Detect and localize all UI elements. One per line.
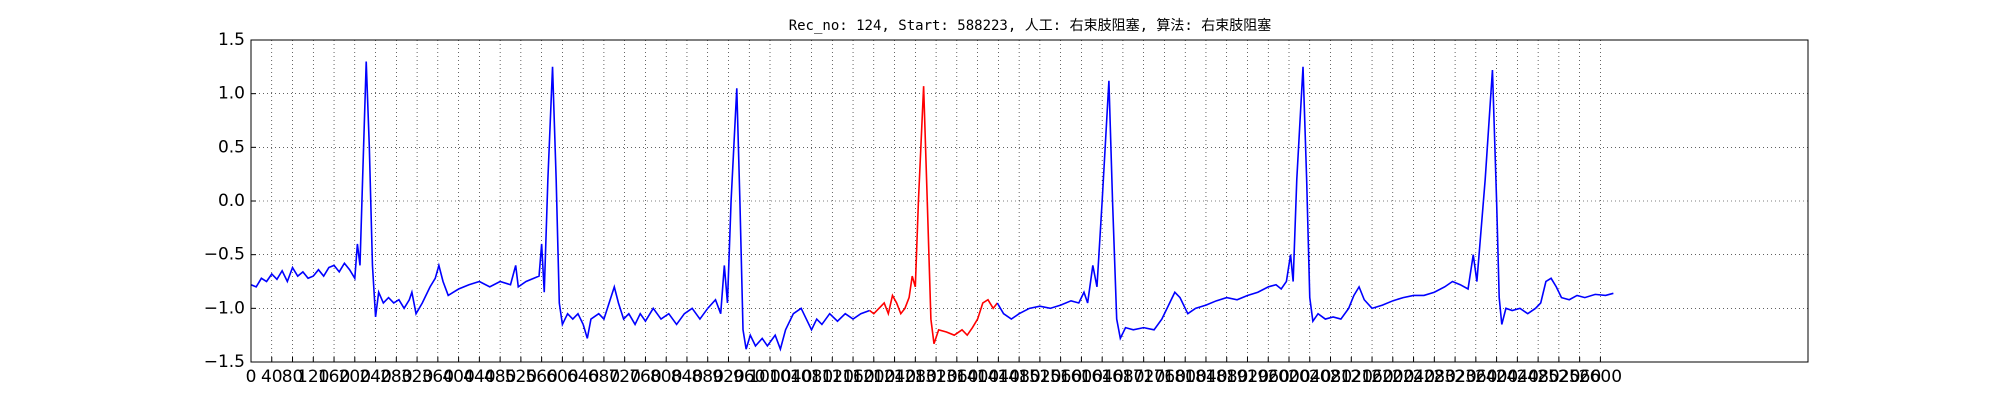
x-tick-label: 1480 [997, 367, 1040, 387]
x-tick-label: 440 [463, 367, 495, 387]
x-tick-label: 1240 [873, 367, 916, 387]
x-tick-label: 2280 [1413, 367, 1456, 387]
ecg-line [996, 66, 1614, 341]
x-tick-label: 800 [650, 367, 682, 387]
x-tick-label: 160 [318, 367, 350, 387]
x-tick-label: 2040 [1288, 367, 1331, 387]
x-tick-label: 40 [261, 367, 283, 387]
x-tick-label: 2600 [1579, 367, 1622, 387]
x-tick-label: 1920 [1226, 367, 1269, 387]
x-tick-label: 720 [608, 367, 640, 387]
x-tick-label: 1320 [914, 367, 957, 387]
x-tick-label: 320 [401, 367, 433, 387]
x-tick-label: 1160 [831, 367, 874, 387]
x-tick-label: 600 [546, 367, 578, 387]
x-tick-label: 1840 [1184, 367, 1227, 387]
chart-title: Rec_no: 124, Start: 588223, 人工: 右束肢阻塞, 算… [789, 17, 1272, 34]
x-tick-label: 2160 [1350, 367, 1393, 387]
y-tick-label: −1.0 [204, 298, 245, 318]
y-tick-label: 1.0 [218, 84, 245, 104]
x-tick-label: 120 [297, 367, 329, 387]
x-tick-label: 1080 [790, 367, 833, 387]
x-tick-label: 1200 [852, 367, 895, 387]
x-tick-label: 360 [422, 367, 454, 387]
y-tick-label: 1.5 [218, 30, 245, 50]
x-tick-label: 1680 [1101, 367, 1144, 387]
x-tick-label: 1800 [1164, 367, 1207, 387]
x-tick-label: 2320 [1433, 367, 1476, 387]
x-tick-label: 2480 [1516, 367, 1559, 387]
x-tick-label: 240 [359, 367, 391, 387]
x-tick-label: 1400 [956, 367, 999, 387]
x-tick-label: 1120 [811, 367, 854, 387]
x-tick-label: 0 [246, 367, 257, 387]
x-tick-label: 680 [588, 367, 620, 387]
x-tick-label: 920 [712, 367, 744, 387]
x-tick-label: 280 [380, 367, 412, 387]
x-tick-label: 1440 [977, 367, 1020, 387]
x-tick-label: 2440 [1496, 367, 1539, 387]
x-tick-label: 640 [567, 367, 599, 387]
ecg-line [250, 61, 870, 352]
y-tick-label: 0.5 [218, 137, 245, 157]
x-tick-label: 2120 [1330, 367, 1373, 387]
x-tick-label: 1360 [935, 367, 978, 387]
x-tick-label: 1640 [1081, 367, 1124, 387]
x-tick-label: 2400 [1475, 367, 1518, 387]
x-tick-label: 960 [733, 367, 765, 387]
x-tick-label: 1040 [769, 367, 812, 387]
x-tick-label: 2000 [1267, 367, 1310, 387]
y-tick-label: 0.0 [218, 191, 245, 211]
x-tick-label: 2240 [1392, 367, 1435, 387]
x-tick-label: 400 [442, 367, 474, 387]
x-tick-label: 520 [505, 367, 537, 387]
x-tick-label: 1280 [894, 367, 937, 387]
x-tick-label: 2520 [1537, 367, 1580, 387]
x-tick-label: 200 [339, 367, 371, 387]
x-tick-label: 1880 [1205, 367, 1248, 387]
plot-frame [250, 39, 1809, 363]
y-tick-label: −1.5 [204, 352, 245, 372]
x-tick-label: 1560 [1039, 367, 1082, 387]
x-tick-label: 480 [484, 367, 516, 387]
x-tick-label: 840 [671, 367, 703, 387]
x-tick-label: 2200 [1371, 367, 1414, 387]
x-tick-label: 1720 [1122, 367, 1165, 387]
x-tick-label: 80 [282, 367, 304, 387]
x-tick-label: 1520 [1018, 367, 1061, 387]
x-tick-label: 2560 [1558, 367, 1601, 387]
ecg-line [869, 86, 998, 345]
x-tick-label: 880 [691, 367, 723, 387]
x-tick-label: 1960 [1247, 367, 1290, 387]
x-tick-label: 560 [525, 367, 557, 387]
x-tick-label: 1600 [1060, 367, 1103, 387]
x-tick-label: 2080 [1309, 367, 1352, 387]
x-tick-label: 2360 [1454, 367, 1497, 387]
x-tick-label: 1760 [1143, 367, 1186, 387]
x-tick-label: 760 [629, 367, 661, 387]
x-tick-label: 1000 [748, 367, 791, 387]
y-tick-label: −0.5 [204, 245, 245, 265]
